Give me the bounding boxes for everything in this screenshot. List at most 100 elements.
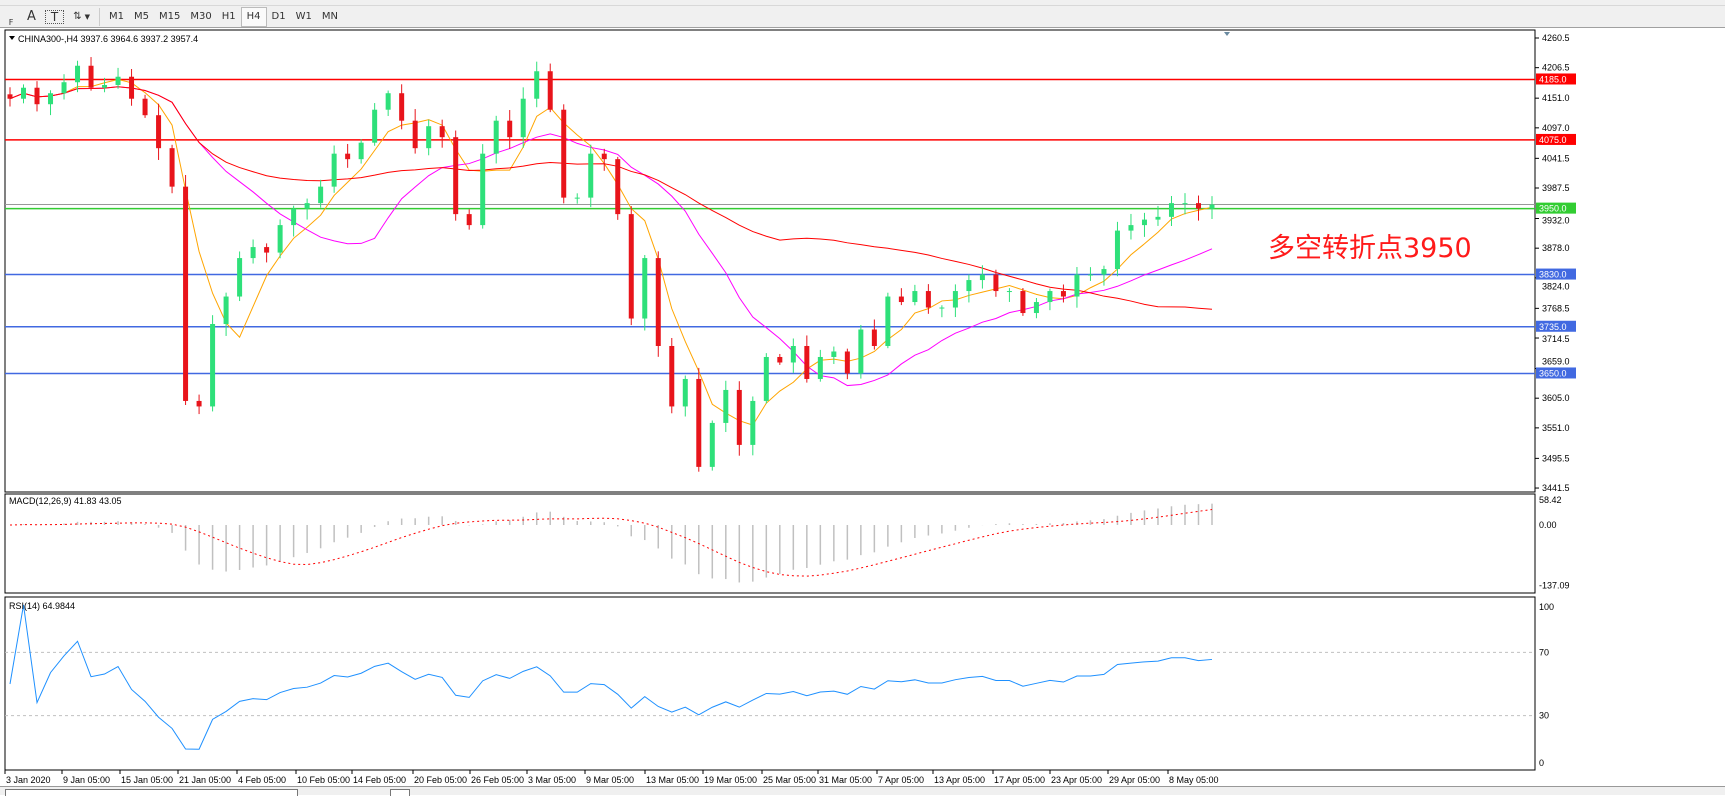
toolbar: F A T ⇅ ▼ M1 M5 M15 M30 H1 H4 D1 W1 MN — [0, 6, 1725, 28]
symbol-info: CHINA300-,H4 3937.6 3964.6 3937.2 3957.4 — [18, 34, 198, 44]
moving-average-5 — [9, 78, 1213, 426]
time-label: 25 Mar 05:00 — [763, 775, 816, 785]
text-icon[interactable]: A — [27, 9, 36, 24]
chart-canvas[interactable]: CHINA300-,H4 3937.6 3964.6 3937.2 3957.4… — [0, 28, 1725, 788]
candle-body — [588, 153, 594, 198]
candle-body — [291, 208, 297, 226]
time-label: 19 Mar 05:00 — [704, 775, 757, 785]
candle-body — [790, 345, 796, 363]
candle-body — [1020, 291, 1026, 314]
candle-body — [628, 214, 634, 319]
candle-body — [250, 247, 256, 259]
candle-body — [1074, 274, 1080, 297]
candle-body — [358, 142, 364, 160]
candle-body — [871, 329, 877, 346]
level-price-label: 3650.0 — [1539, 368, 1567, 378]
time-label: 10 Feb 05:00 — [297, 775, 350, 785]
timeframe-d1[interactable]: D1 — [271, 11, 286, 22]
candle-body — [993, 274, 999, 292]
candle-body — [534, 71, 540, 99]
time-label: 9 Jan 05:00 — [63, 775, 110, 785]
candle-body — [129, 76, 135, 99]
candle-body — [102, 84, 108, 88]
candle-body — [709, 422, 715, 467]
price-tick-label: 3878.0 — [1542, 243, 1570, 253]
level-price-tag — [1536, 202, 1576, 214]
candle-body — [1182, 203, 1188, 205]
timeframe-h4[interactable]: H4 — [240, 6, 267, 27]
candle-body — [264, 247, 270, 253]
candle-body — [952, 291, 958, 308]
level-price-tag — [1536, 73, 1576, 85]
timeframe-h1[interactable]: H1 — [221, 11, 236, 22]
candle-body — [939, 307, 945, 309]
rsi-tick-label: 0 — [1539, 758, 1544, 768]
time-label: 14 Feb 05:00 — [353, 775, 406, 785]
candle-body — [426, 126, 432, 149]
candle-body — [493, 120, 499, 154]
price-tick-label: 4260.5 — [1542, 33, 1570, 43]
candle-body — [169, 148, 175, 187]
candle-body — [156, 115, 162, 149]
rsi-pane — [4, 596, 1536, 771]
price-tick-label: 3605.0 — [1542, 393, 1570, 403]
candle-body — [372, 109, 378, 143]
text-label-icon[interactable]: T — [44, 9, 65, 24]
candle-body — [574, 197, 580, 199]
time-label: 3 Jan 2020 — [6, 775, 51, 785]
candle-body — [844, 351, 850, 374]
price-tick-label: 4097.0 — [1542, 123, 1570, 133]
timeframe-w1[interactable]: W1 — [295, 11, 312, 22]
candle-body — [925, 291, 931, 308]
time-label: 13 Apr 05:00 — [934, 775, 985, 785]
candle-body — [1155, 216, 1161, 220]
candle-body — [466, 214, 472, 226]
candle-body — [223, 296, 229, 325]
candle-body — [1128, 225, 1134, 231]
price-tick-label: 3495.5 — [1542, 453, 1570, 463]
level-price-label: 4075.0 — [1539, 135, 1567, 145]
price-tick-label: 3824.0 — [1542, 282, 1570, 292]
chart-tab[interactable] — [390, 789, 410, 796]
candle-body — [831, 351, 837, 357]
price-pane — [4, 29, 1536, 493]
candle-body — [1101, 269, 1107, 275]
arrows-icon[interactable]: ⇅ ▼ — [68, 7, 95, 27]
candle-body — [48, 93, 54, 105]
level-price-label: 3735.0 — [1539, 322, 1567, 332]
timeframe-m5[interactable]: M5 — [134, 11, 150, 22]
candle-body — [61, 82, 67, 94]
candle-body — [1195, 203, 1201, 209]
level-price-tag — [1536, 320, 1576, 332]
level-price-label: 3830.0 — [1539, 270, 1567, 280]
chart-tab[interactable] — [5, 789, 298, 796]
candle-body — [7, 94, 13, 99]
candle-body — [601, 153, 607, 160]
time-label: 23 Apr 05:00 — [1051, 775, 1102, 785]
rsi-tick-label: 70 — [1539, 647, 1549, 657]
candle-body — [34, 87, 40, 105]
candle-body — [669, 345, 675, 407]
moving-average-45 — [9, 86, 1213, 310]
macd-pane — [4, 493, 1536, 594]
grid-icon[interactable]: F — [8, 17, 14, 27]
chart-window[interactable]: CHINA300-,H4 3937.6 3964.6 3937.2 3957.4… — [0, 28, 1725, 788]
price-tick-label: 3441.5 — [1542, 483, 1570, 493]
candle-body — [615, 159, 621, 215]
candle-body — [115, 76, 121, 85]
candle-body — [1168, 203, 1174, 217]
candle-body — [412, 120, 418, 149]
candle-body — [453, 137, 459, 215]
level-price-label: 4185.0 — [1539, 74, 1567, 84]
candle-body — [547, 71, 553, 110]
toolbar-separator — [99, 7, 101, 26]
timeframe-m30[interactable]: M30 — [190, 11, 212, 22]
candle-body — [817, 356, 823, 379]
candle-body — [736, 389, 742, 445]
price-tick-label: 3768.5 — [1542, 303, 1570, 313]
timeframe-m15[interactable]: M15 — [159, 11, 181, 22]
chevron-down-icon: ▼ — [84, 12, 91, 21]
candle-body — [480, 153, 486, 226]
timeframe-m1[interactable]: M1 — [109, 11, 125, 22]
timeframe-mn[interactable]: MN — [321, 11, 338, 22]
